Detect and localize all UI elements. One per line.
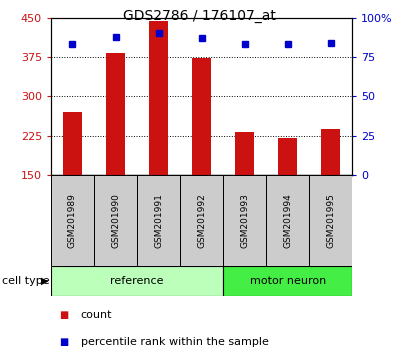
Bar [266, 175, 309, 266]
Bar [223, 175, 266, 266]
Text: reference: reference [110, 275, 164, 286]
Text: GSM201992: GSM201992 [197, 193, 206, 248]
Bar [278, 138, 297, 175]
Bar [235, 132, 254, 175]
Text: cell type: cell type [2, 275, 50, 286]
Text: ■: ■ [59, 310, 68, 320]
Bar [137, 175, 180, 266]
Bar [63, 112, 82, 175]
Text: count: count [81, 310, 112, 320]
Bar [51, 266, 223, 296]
Text: GSM201989: GSM201989 [68, 193, 77, 248]
Bar [94, 175, 137, 266]
Bar [309, 175, 352, 266]
Text: ▶: ▶ [41, 275, 49, 286]
Bar [223, 266, 352, 296]
Bar [192, 58, 211, 175]
Bar [106, 53, 125, 175]
Bar [321, 129, 340, 175]
Text: GSM201995: GSM201995 [326, 193, 335, 248]
Text: motor neuron: motor neuron [250, 275, 326, 286]
Text: GDS2786 / 176107_at: GDS2786 / 176107_at [123, 9, 275, 23]
Text: percentile rank within the sample: percentile rank within the sample [81, 337, 269, 347]
Bar [180, 175, 223, 266]
Text: GSM201990: GSM201990 [111, 193, 120, 248]
Text: GSM201993: GSM201993 [240, 193, 249, 248]
Text: ■: ■ [59, 337, 68, 347]
Bar [149, 21, 168, 175]
Bar [51, 175, 94, 266]
Text: GSM201991: GSM201991 [154, 193, 163, 248]
Text: GSM201994: GSM201994 [283, 193, 292, 248]
